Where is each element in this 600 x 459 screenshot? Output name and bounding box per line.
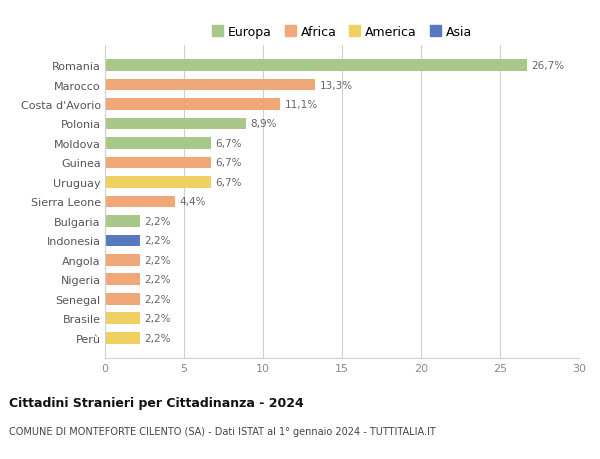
Bar <box>105 274 140 285</box>
Text: 2,2%: 2,2% <box>145 216 171 226</box>
Text: 2,2%: 2,2% <box>145 255 171 265</box>
Bar <box>105 118 245 130</box>
Bar <box>105 235 140 246</box>
Text: 6,7%: 6,7% <box>215 139 242 149</box>
Bar <box>105 293 140 305</box>
Text: 8,9%: 8,9% <box>250 119 277 129</box>
Text: COMUNE DI MONTEFORTE CILENTO (SA) - Dati ISTAT al 1° gennaio 2024 - TUTTITALIA.I: COMUNE DI MONTEFORTE CILENTO (SA) - Dati… <box>9 426 436 436</box>
Text: 6,7%: 6,7% <box>215 178 242 188</box>
Bar <box>105 60 527 72</box>
Text: 2,2%: 2,2% <box>145 333 171 343</box>
Text: 13,3%: 13,3% <box>320 80 353 90</box>
Bar <box>105 157 211 169</box>
Text: 2,2%: 2,2% <box>145 313 171 324</box>
Text: 26,7%: 26,7% <box>532 61 565 71</box>
Bar <box>105 313 140 325</box>
Bar <box>105 196 175 208</box>
Text: Cittadini Stranieri per Cittadinanza - 2024: Cittadini Stranieri per Cittadinanza - 2… <box>9 396 304 409</box>
Bar <box>105 79 315 91</box>
Text: 2,2%: 2,2% <box>145 274 171 285</box>
Text: 4,4%: 4,4% <box>179 197 206 207</box>
Bar <box>105 254 140 266</box>
Bar <box>105 138 211 150</box>
Text: 11,1%: 11,1% <box>285 100 318 110</box>
Text: 2,2%: 2,2% <box>145 236 171 246</box>
Bar <box>105 99 280 111</box>
Legend: Europa, Africa, America, Asia: Europa, Africa, America, Asia <box>207 21 477 44</box>
Text: 2,2%: 2,2% <box>145 294 171 304</box>
Bar <box>105 216 140 227</box>
Bar <box>105 332 140 344</box>
Text: 6,7%: 6,7% <box>215 158 242 168</box>
Bar <box>105 177 211 188</box>
